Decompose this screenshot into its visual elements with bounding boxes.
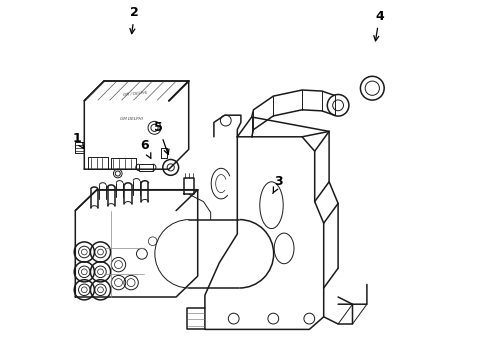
Text: 3: 3 [272, 175, 283, 194]
Text: 2: 2 [130, 6, 139, 34]
Text: 6: 6 [140, 139, 150, 158]
Text: 1: 1 [73, 132, 83, 148]
Bar [139, 164, 152, 171]
Text: GM / DELPHI: GM / DELPHI [122, 91, 146, 96]
Text: 5: 5 [154, 121, 168, 154]
Text: 4: 4 [373, 10, 383, 41]
Text: GM DELPHI: GM DELPHI [120, 117, 142, 121]
